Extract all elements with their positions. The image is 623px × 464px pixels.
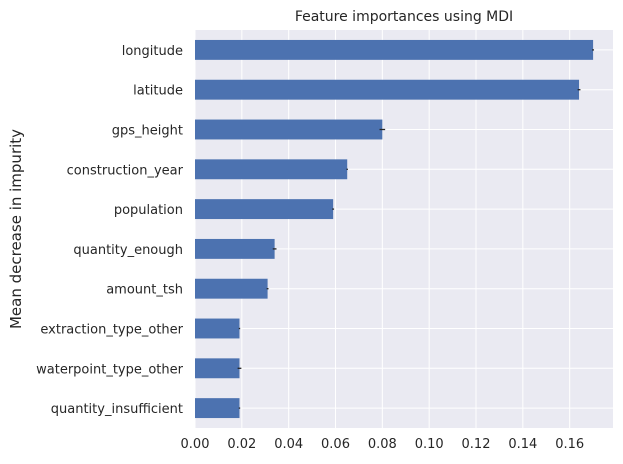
bar-latitude xyxy=(195,79,580,100)
x-tick-label: 0.06 xyxy=(321,437,350,452)
bar-construction_year xyxy=(195,159,348,180)
y-tick-label-latitude: latitude xyxy=(133,84,183,99)
bar-waterpoint_type_other xyxy=(195,358,240,379)
x-tick-label: 0.08 xyxy=(368,437,397,452)
x-tick-label: 0.00 xyxy=(181,437,210,452)
y-tick-label-extraction_type_other: extraction_type_other xyxy=(40,323,183,338)
y-tick-label-gps_height: gps_height xyxy=(112,124,183,139)
x-tick-labels: 0.00 0.02 0.04 0.06 0.08 0.10 0.12 0.14 0.16 xyxy=(181,437,585,452)
y-tick-label-quantity_insufficient: quantity_insufficient xyxy=(51,402,183,417)
x-tick-label: 0.14 xyxy=(508,437,537,452)
x-tick-label: 0.04 xyxy=(274,437,303,452)
y-tick-labels: longitude latitude gps_height construction_… xyxy=(36,44,184,417)
bar-quantity_enough xyxy=(195,238,275,259)
x-tick-label: 0.10 xyxy=(415,437,444,452)
error-bars xyxy=(237,49,595,409)
bar-quantity_insufficient xyxy=(195,398,240,419)
y-tick-label-quantity_enough: quantity_enough xyxy=(73,243,183,258)
bar-extraction_type_other xyxy=(195,318,240,339)
bar-gps_height xyxy=(195,119,383,140)
chart-title: Feature importances using MDI xyxy=(295,9,513,25)
bar-longitude xyxy=(195,39,594,60)
y-axis-label: Mean decrease in impurity xyxy=(7,129,25,329)
y-tick-label-construction_year: construction_year xyxy=(67,163,184,178)
y-tick-label-waterpoint_type_other: waterpoint_type_other xyxy=(36,362,184,377)
x-tick-label: 0.16 xyxy=(555,437,584,452)
bars xyxy=(195,39,594,419)
x-tick-label: 0.12 xyxy=(462,437,491,452)
bar-amount_tsh xyxy=(195,278,268,299)
y-tick-label-amount_tsh: amount_tsh xyxy=(106,283,183,298)
y-tick-label-longitude: longitude xyxy=(122,44,183,59)
y-tick-label-population: population xyxy=(114,203,183,218)
bar-population xyxy=(195,199,334,220)
x-tick-label: 0.02 xyxy=(227,437,256,452)
